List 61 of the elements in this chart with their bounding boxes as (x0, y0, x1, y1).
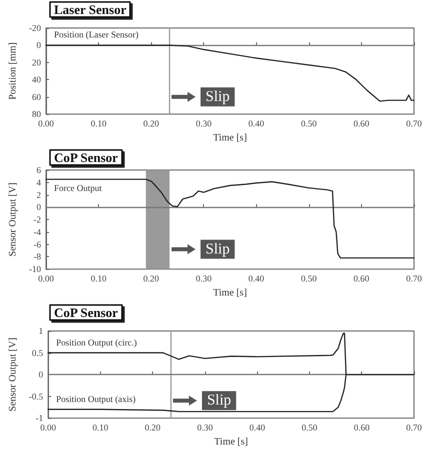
y-tick-label: 2 (36, 190, 41, 200)
x-tick-label: 0.00 (40, 422, 57, 433)
x-tick-label: 0.40 (248, 274, 265, 284)
y-tick-label: -1 (36, 413, 44, 424)
ref-line-label: Slip (206, 88, 230, 105)
y-tick-label: -20 (29, 23, 42, 33)
x-tick-label: 0.60 (354, 422, 370, 433)
x-tick-label: 0.30 (196, 274, 212, 284)
y-tick-label: 1 (38, 326, 44, 336)
x-tick-label: 0.00 (38, 274, 54, 284)
y-tick-label: 6 (36, 165, 42, 175)
band-label: Slip (206, 241, 230, 258)
x-tick-label: 0.20 (143, 274, 160, 284)
x-tick-label: 0.10 (92, 422, 109, 433)
series-label: Force Output (54, 182, 102, 193)
line-series (45, 178, 415, 259)
y-tick-label: -6 (34, 239, 42, 250)
series-label: Position Output (circ.) (56, 337, 137, 348)
x-tick-label: 0.00 (38, 118, 54, 129)
y-tick-label: -0.5 (28, 391, 44, 402)
x-tick-label: 0.50 (300, 118, 318, 129)
y-tick-label: 20 (32, 57, 42, 68)
x-tick-label: 0.30 (196, 118, 212, 129)
ref-line-label: Slip (206, 392, 232, 409)
y-tick-label: -2 (34, 214, 41, 225)
x-tick-label: 0.20 (144, 422, 162, 433)
y-tick-label: -8 (34, 252, 42, 262)
x-axis-title: Time [s] (214, 436, 248, 448)
chart-title: CoP Sensor (54, 305, 118, 320)
y-tick-label: 40 (32, 74, 42, 85)
x-tick-label: 0.50 (300, 274, 318, 284)
y-tick-label: -4 (34, 226, 42, 237)
x-tick-label: 0.70 (406, 274, 422, 284)
y-tick-label: 0 (36, 40, 42, 50)
y-tick-label: 0.5 (32, 348, 44, 358)
y-tick-label: -10 (29, 264, 42, 274)
x-tick-label: 0.70 (406, 118, 422, 129)
x-tick-label: 0.70 (406, 422, 422, 433)
y-tick-label: 80 (32, 109, 42, 120)
y-tick-label: 60 (32, 92, 42, 102)
y-tick-label: 4 (36, 177, 42, 188)
x-tick-label: 0.40 (249, 422, 266, 433)
x-tick-label: 0.10 (90, 118, 107, 129)
y-axis-title: Sensor Output [V] (8, 338, 18, 412)
chart-title: Laser Sensor (54, 2, 127, 17)
x-tick-label: 0.40 (248, 118, 265, 129)
series-label: Position Output (axis) (56, 394, 136, 404)
y-tick-label: 0 (38, 370, 44, 380)
x-tick-label: 0.20 (143, 118, 160, 129)
y-axis-title: Position [mm] (8, 42, 18, 100)
x-tick-label: 0.50 (302, 422, 318, 433)
y-tick-label: 0 (36, 202, 42, 212)
x-axis-title: Time [s] (213, 132, 247, 144)
chart-title: CoP Sensor (54, 150, 118, 165)
x-tick-label: 0.30 (197, 422, 214, 433)
series-label: Position (Laser Sensor) (54, 30, 138, 40)
x-tick-label: 0.60 (354, 118, 370, 129)
x-tick-label: 0.60 (354, 274, 370, 284)
y-axis-title: Sensor Output [V] (8, 182, 18, 256)
x-tick-label: 0.10 (90, 274, 107, 284)
x-axis-title: Time [s] (213, 288, 247, 298)
